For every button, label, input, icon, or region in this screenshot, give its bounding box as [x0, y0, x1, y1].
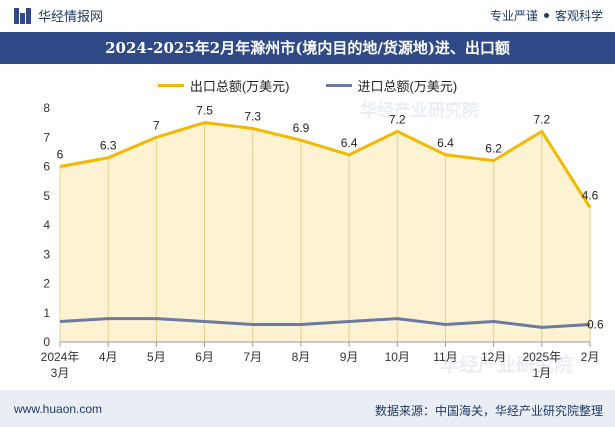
import-data-label: 0.6 [587, 317, 604, 331]
x-tick-label: 2月 [581, 350, 600, 364]
legend-swatch-import [325, 84, 352, 87]
y-tick-label: 4 [43, 218, 50, 232]
brand-name: 华经情报网 [38, 9, 104, 24]
y-tick-label: 7 [43, 130, 50, 144]
y-tick-label: 8 [43, 101, 50, 115]
legend-swatch-export [157, 84, 184, 87]
export-data-label: 4.6 [582, 188, 599, 202]
export-data-label: 7.3 [244, 109, 261, 123]
tagline-right: 客观科学 [554, 9, 603, 23]
export-data-label: 6.4 [341, 136, 358, 150]
export-data-label: 7.2 [533, 112, 550, 126]
export-area-fill [60, 122, 590, 342]
x-tick-label: 10月 [385, 350, 410, 364]
x-tick-label: 7月 [243, 350, 262, 364]
tagline: 专业严谨 客观科学 [490, 7, 603, 24]
y-tick-label: 5 [43, 189, 50, 203]
x-tick-label: 8月 [292, 350, 311, 364]
export-data-label: 7.5 [196, 104, 213, 118]
bullet-icon [543, 13, 549, 18]
x-tick-label: 9月 [340, 350, 359, 364]
legend-label-export: 出口总额(万美元) [189, 79, 290, 94]
top-bar: 华经情报网 专业严谨 客观科学 [0, 0, 615, 30]
y-tick-label: 0 [43, 335, 50, 349]
legend: 出口总额(万美元) 进口总额(万美元) [0, 76, 615, 95]
x-tick-label: 6月 [195, 350, 214, 364]
export-data-label: 6.9 [293, 121, 310, 135]
x-tick-label: 4月 [99, 350, 118, 364]
legend-item-export: 出口总额(万美元) [157, 76, 290, 95]
export-data-label: 7.2 [389, 112, 406, 126]
export-data-label: 6.2 [485, 142, 502, 156]
export-data-label: 6.3 [100, 139, 117, 153]
import-series-line [59, 317, 591, 329]
x-tick-label: 12月 [481, 350, 506, 364]
export-data-label: 7 [153, 118, 160, 132]
x-tick-label: 2024年 3月 [41, 350, 80, 380]
footer-website: www.huaon.com [14, 402, 103, 416]
export-series-line [59, 121, 592, 209]
footer-source: 数据来源：中国海关，华经产业研究院整理 [374, 404, 603, 418]
brand: 华经情报网 [14, 6, 103, 25]
legend-item-import: 进口总额(万美元) [325, 76, 458, 95]
x-tick-label: 11月 [433, 350, 457, 364]
legend-label-import: 进口总额(万美元) [357, 79, 458, 94]
tagline-left: 专业严谨 [489, 9, 538, 23]
chart-title: 2024-2025年2月年滁州市(境内目的地/货源地)进、出口额 [0, 32, 615, 64]
y-tick-label: 6 [43, 160, 50, 174]
y-tick-label: 3 [43, 247, 50, 261]
y-tick-label: 1 [43, 306, 50, 320]
export-data-label: 6 [57, 148, 64, 162]
x-tick-label: 2025年 1月 [522, 350, 561, 380]
footer: www.huaon.com 数据来源：中国海关，华经产业研究院整理 [0, 390, 615, 427]
logo-icon [14, 7, 32, 24]
y-tick-label: 2 [43, 277, 50, 291]
x-tick-label: 5月 [147, 350, 166, 364]
export-data-label: 6.4 [437, 136, 454, 150]
